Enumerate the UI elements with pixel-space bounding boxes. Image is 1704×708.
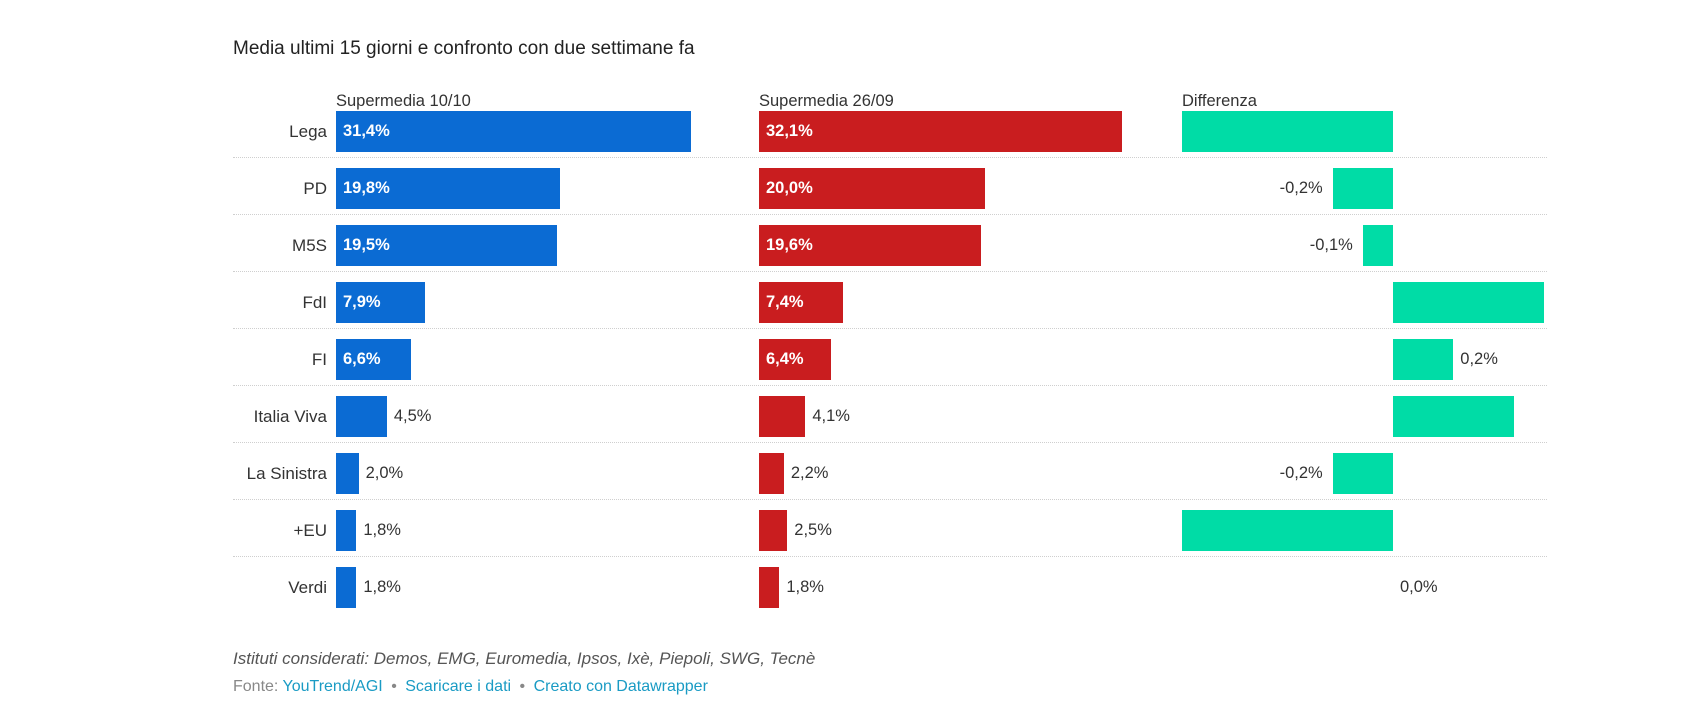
bar-supermedia-2609 (759, 396, 806, 437)
value-label: 19,8% (343, 179, 390, 197)
category-label: Italia Viva (253, 407, 327, 426)
row-separator (233, 556, 1547, 557)
row-separator (233, 328, 1547, 329)
bar-supermedia-1010 (336, 339, 411, 380)
chart-row-m5s: M5S 19,5% 19,6% -0,1% (0, 215, 1704, 272)
bar-supermedia-1010 (336, 168, 560, 209)
bar-differenza (1362, 225, 1393, 266)
value-label: 2,5% (794, 521, 832, 539)
row-separator (233, 271, 1547, 272)
bar-differenza (1182, 111, 1393, 152)
separator-dot: • (519, 678, 526, 695)
row-separator (233, 499, 1547, 500)
category-label: FdI (302, 293, 327, 312)
chart-row-fi: FI 6,6% 6,4% 0,2% (0, 329, 1704, 386)
bar-supermedia-1010 (336, 396, 387, 437)
bar-supermedia-2609 (759, 168, 986, 209)
category-label: +EU (293, 521, 327, 540)
column-header-supermedia-1010: Supermedia 10/10 (336, 92, 471, 110)
value-label: 2,2% (790, 464, 829, 482)
bar-differenza (1393, 396, 1514, 437)
value-label: 6,4% (766, 350, 804, 368)
diff-value-label: -0,1% (1309, 236, 1353, 254)
value-label: 19,6% (766, 236, 813, 254)
column-header-supermedia-2609: Supermedia 26/09 (759, 92, 894, 110)
chart-row-verdi: Verdi 1,8% 1,8% 0,0% (0, 557, 1704, 614)
diff-value-label: -0,2% (1279, 464, 1323, 482)
bar-supermedia-2609 (759, 225, 981, 266)
value-label: 20,0% (766, 179, 813, 197)
bar-supermedia-2609 (759, 567, 780, 608)
value-label: 32,1% (766, 122, 813, 140)
category-label: Lega (289, 122, 327, 141)
value-label: 6,6% (343, 350, 381, 368)
category-label: PD (303, 179, 327, 198)
bar-supermedia-1010 (336, 510, 357, 551)
bar-supermedia-2609 (759, 453, 784, 494)
row-separator (233, 442, 1547, 443)
chart-row-la-sinistra: La Sinistra 2,0% 2,2% -0,2% (0, 443, 1704, 500)
bar-differenza (1393, 282, 1544, 323)
source-label: Fonte: (233, 678, 279, 695)
category-label: M5S (292, 236, 327, 255)
row-separator (233, 157, 1547, 158)
bar-supermedia-1010 (336, 225, 557, 266)
datawrapper-link[interactable]: Creato con Datawrapper (533, 678, 708, 695)
value-label: 1,8% (363, 521, 401, 539)
bar-supermedia-1010 (336, 282, 426, 323)
value-label: 31,4% (343, 122, 390, 140)
bar-differenza (1182, 510, 1393, 551)
value-label: 4,5% (393, 407, 432, 425)
bar-supermedia-1010 (336, 453, 359, 494)
value-label: 7,4% (766, 293, 804, 311)
bar-supermedia-2609 (759, 510, 788, 551)
category-label: Verdi (288, 578, 327, 597)
chart-title: Media ultimi 15 giorni e confronto con d… (233, 38, 695, 59)
source-link[interactable]: YouTrend/AGI (282, 678, 383, 695)
row-separator (233, 214, 1547, 215)
bar-supermedia-1010 (336, 567, 357, 608)
value-label: 4,1% (812, 407, 850, 425)
diff-value-label: 0,2% (1460, 350, 1498, 368)
bar-differenza (1332, 453, 1393, 494)
column-header-differenza: Differenza (1182, 92, 1257, 110)
value-label: 1,8% (363, 578, 401, 596)
separator-dot: • (391, 678, 397, 695)
bar-supermedia-1010 (336, 111, 692, 152)
footer-source: Fonte: YouTrend/AGI • Scaricare i dati •… (233, 678, 708, 696)
value-label: 2,0% (365, 464, 404, 482)
download-data-link[interactable]: Scaricare i dati (405, 678, 512, 695)
value-label: 7,9% (343, 293, 381, 311)
chart-row-pd: PD 19,8% 20,0% -0,2% (0, 158, 1704, 215)
bar-supermedia-2609 (759, 282, 843, 323)
category-label: La Sinistra (246, 464, 327, 483)
row-separator (233, 385, 1547, 386)
bar-supermedia-2609 (759, 339, 832, 380)
chart-row-eu: +EU1,8%2,5%-0,7% (0, 500, 1704, 557)
bar-differenza (1332, 168, 1393, 209)
bar-differenza (1393, 339, 1454, 380)
value-label: 1,8% (786, 578, 824, 596)
category-label: FI (311, 350, 327, 369)
diff-value-label: 0,0% (1400, 578, 1438, 596)
footer-note: Istituti considerati: Demos, EMG, Eurome… (233, 649, 816, 668)
bar-supermedia-2609 (759, 111, 1122, 152)
diff-value-label: -0,2% (1279, 179, 1323, 197)
value-label: 19,5% (343, 236, 390, 254)
